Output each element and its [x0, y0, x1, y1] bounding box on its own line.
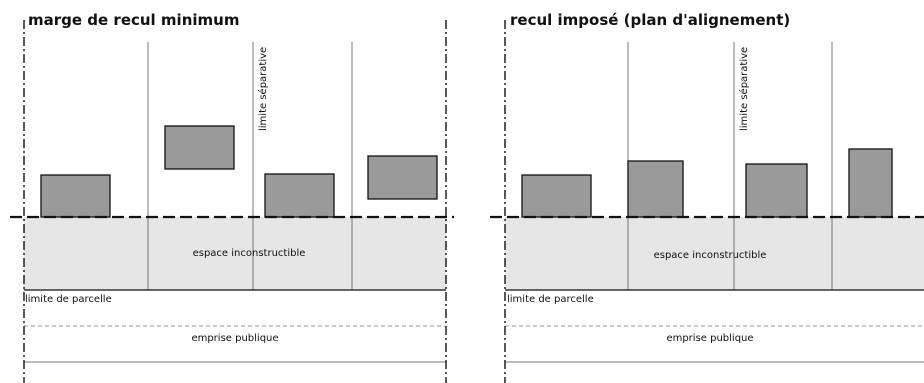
- building: [40, 174, 111, 218]
- building: [164, 125, 235, 170]
- side-limit-label: limite séparative: [738, 47, 750, 131]
- buffer-zone-label: espace inconstructible: [654, 250, 767, 261]
- building: [367, 155, 438, 200]
- public-domain-label: emprise publique: [666, 333, 753, 344]
- buffer-zone: [505, 217, 924, 290]
- building: [627, 160, 684, 218]
- panel-title: recul imposé (plan d'alignement): [510, 11, 790, 29]
- side-limit-label: limite séparative: [257, 47, 269, 131]
- panel-recul-minimum: marge de recul minimum limite séparative…: [10, 11, 454, 383]
- panel-title: marge de recul minimum: [28, 11, 239, 29]
- buffer-zone-label: espace inconstructible: [193, 248, 306, 259]
- panel-recul-impose: recul imposé (plan d'alignement) limite …: [490, 11, 924, 383]
- public-domain-label: emprise publique: [191, 333, 278, 344]
- building: [848, 148, 893, 218]
- building: [264, 173, 335, 218]
- building: [745, 163, 808, 218]
- building: [521, 174, 592, 218]
- buffer-zone: [24, 217, 446, 290]
- parcel-limit-label: limite de parcelle: [25, 294, 112, 305]
- parcel-limit-label: limite de parcelle: [507, 294, 594, 305]
